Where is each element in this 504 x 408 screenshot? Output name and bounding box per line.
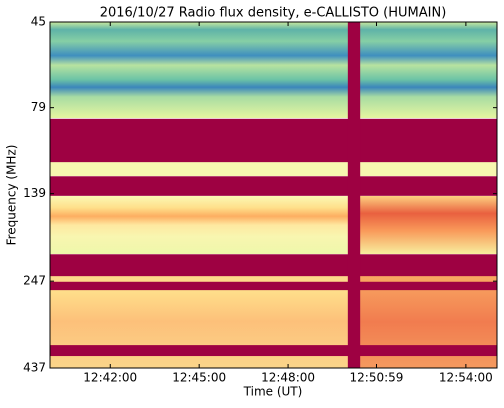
masked-band — [50, 281, 497, 291]
masked-band — [50, 254, 497, 277]
plot-frame — [49, 21, 498, 369]
x-tick-label: 12:50:59 — [350, 371, 404, 385]
x-tick-label: 12:48:00 — [261, 371, 315, 385]
y-tick-label: 45 — [31, 15, 46, 29]
y-tick-label: 437 — [23, 361, 46, 375]
y-axis-title: Frequency (MHz) — [5, 145, 19, 246]
x-tick-label: 12:54:00 — [439, 371, 493, 385]
masked-band — [50, 118, 497, 163]
chart-title: 2016/10/27 Radio flux density, e-CALLIST… — [100, 6, 447, 21]
masked-band — [50, 176, 497, 196]
time-gap — [347, 22, 361, 368]
y-tick-label: 247 — [23, 274, 46, 288]
y-tick-label: 139 — [23, 186, 46, 200]
y-tick-label: 79 — [31, 100, 46, 114]
x-axis-title: Time (UT) — [243, 385, 303, 399]
x-tick-label: 12:42:00 — [83, 371, 137, 385]
x-tick-label: 12:45:00 — [172, 371, 226, 385]
masked-band — [50, 345, 497, 357]
